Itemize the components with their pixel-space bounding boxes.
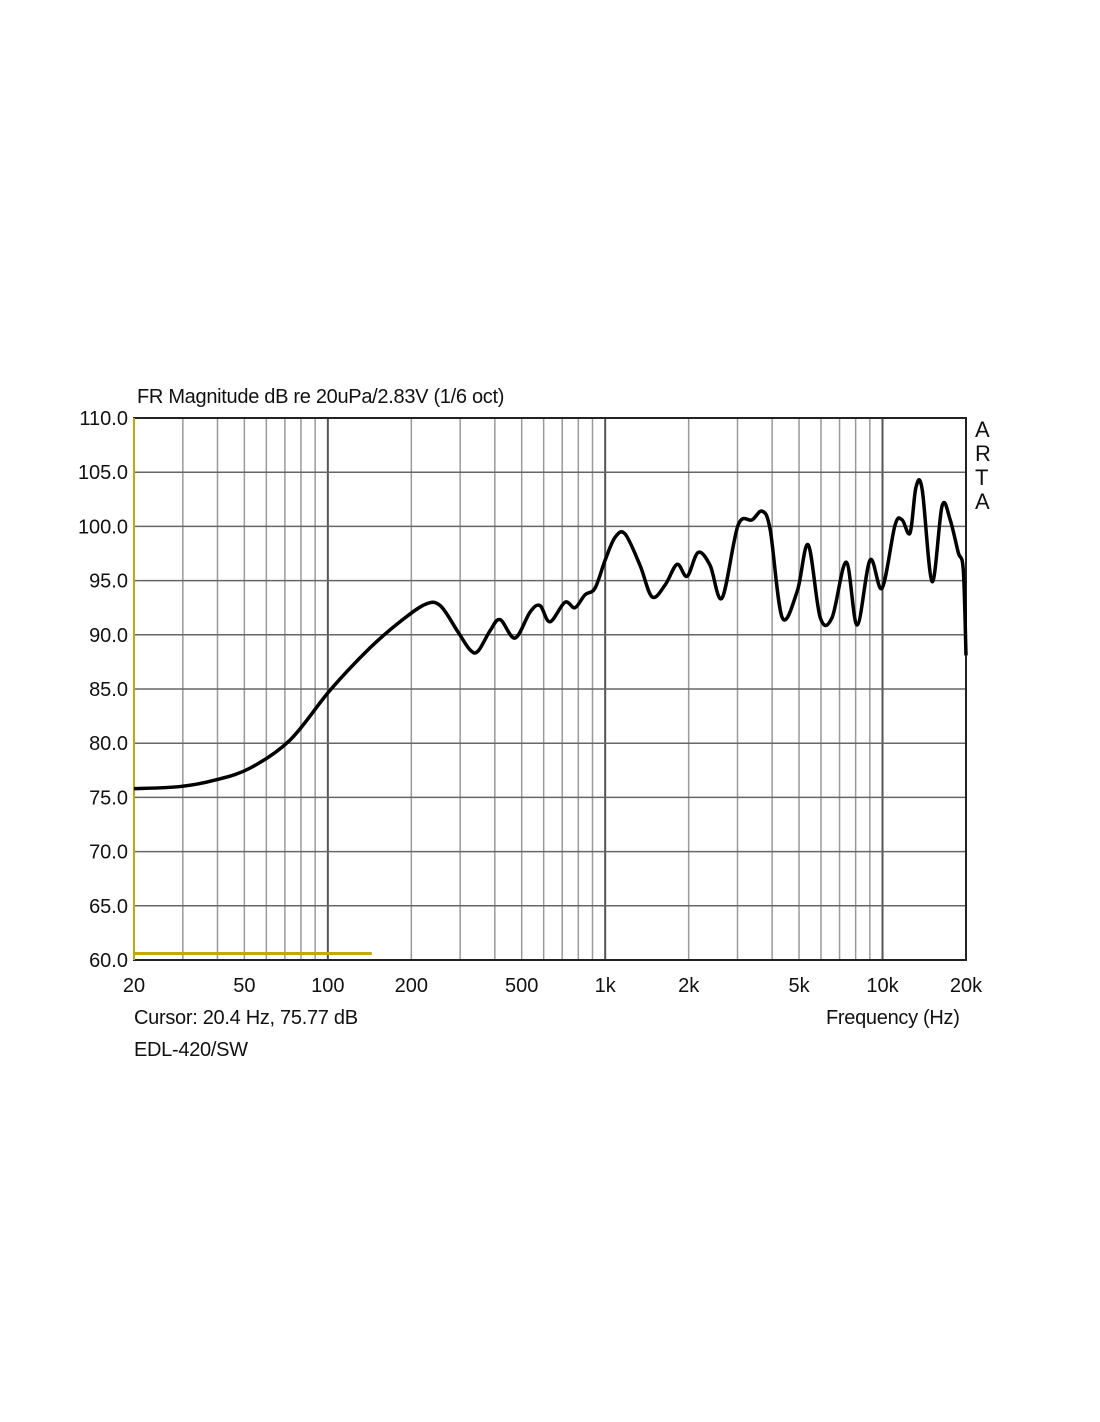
y-tick-label: 90.0	[89, 625, 128, 647]
y-tick-label: 110.0	[79, 408, 128, 430]
x-tick-label: 20k	[950, 975, 983, 997]
y-tick-label: 75.0	[89, 787, 128, 809]
y-tick-label: 60.0	[89, 950, 128, 972]
x-tick-label: 100	[311, 975, 344, 997]
y-tick-label: 95.0	[89, 571, 128, 593]
x-tick-label: 1k	[595, 975, 617, 997]
cursor-readout: Cursor: 20.4 Hz, 75.77 dB	[134, 1007, 358, 1029]
x-tick-label: 200	[395, 975, 428, 997]
arta-watermark: ARTA	[975, 417, 991, 514]
series-name-label: EDL-420/SW	[134, 1039, 248, 1061]
y-tick-label: 100.0	[78, 516, 128, 538]
y-tick-label: 80.0	[89, 733, 128, 755]
x-tick-label: 50	[233, 975, 255, 997]
x-axis-label: Frequency (Hz)	[826, 1007, 960, 1029]
y-tick-label: 65.0	[89, 896, 128, 918]
chart-title: FR Magnitude dB re 20uPa/2.83V (1/6 oct)	[137, 386, 505, 408]
y-tick-label: 85.0	[89, 679, 128, 701]
y-tick-label: 105.0	[78, 462, 128, 484]
x-tick-label: 10k	[866, 975, 899, 997]
x-tick-label: 20	[123, 975, 145, 997]
x-tick-label: 500	[505, 975, 538, 997]
x-tick-label: 5k	[788, 975, 810, 997]
y-tick-label: 70.0	[89, 842, 128, 864]
x-tick-label: 2k	[678, 975, 700, 997]
